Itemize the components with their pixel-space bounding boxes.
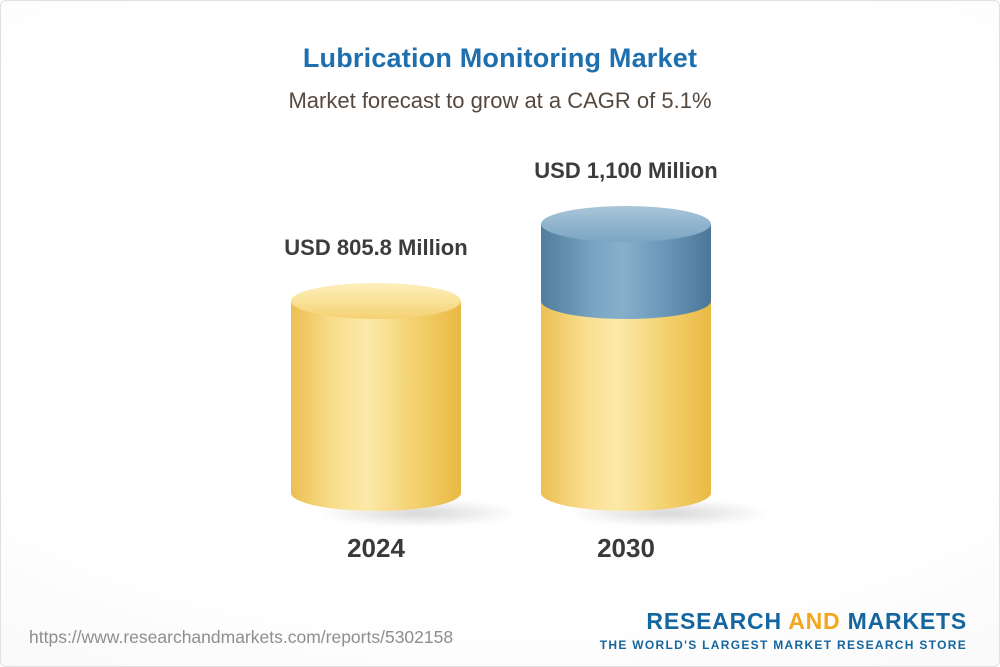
- logo-research: RESEARCH: [646, 608, 782, 634]
- chart-subtitle: Market forecast to grow at a CAGR of 5.1…: [288, 88, 712, 113]
- logo-and: AND: [788, 608, 841, 634]
- research-and-markets-logo: RESEARCH AND MARKETS THE WORLD'S LARGEST…: [600, 608, 967, 652]
- logo-tagline: THE WORLD'S LARGEST MARKET RESEARCH STOR…: [599, 638, 967, 652]
- logo-markets: MARKETS: [847, 608, 967, 634]
- bar-2030-cap: [541, 206, 711, 242]
- bar-2024-cap: [291, 283, 461, 319]
- bar-2030-base-segment: [541, 301, 711, 511]
- source-url[interactable]: https://www.researchandmarkets.com/repor…: [29, 627, 454, 647]
- axis-label-2024: 2024: [347, 533, 405, 563]
- bar-2024-cylinder: [291, 301, 461, 511]
- logo-wordmark: RESEARCH AND MARKETS: [600, 608, 967, 635]
- value-label-2030: USD 1,100 Million: [534, 158, 718, 183]
- chart-title: Lubrication Monitoring Market: [302, 43, 698, 73]
- value-label-2024: USD 805.8 Million: [284, 235, 468, 260]
- axis-label-2030: 2030: [597, 533, 655, 563]
